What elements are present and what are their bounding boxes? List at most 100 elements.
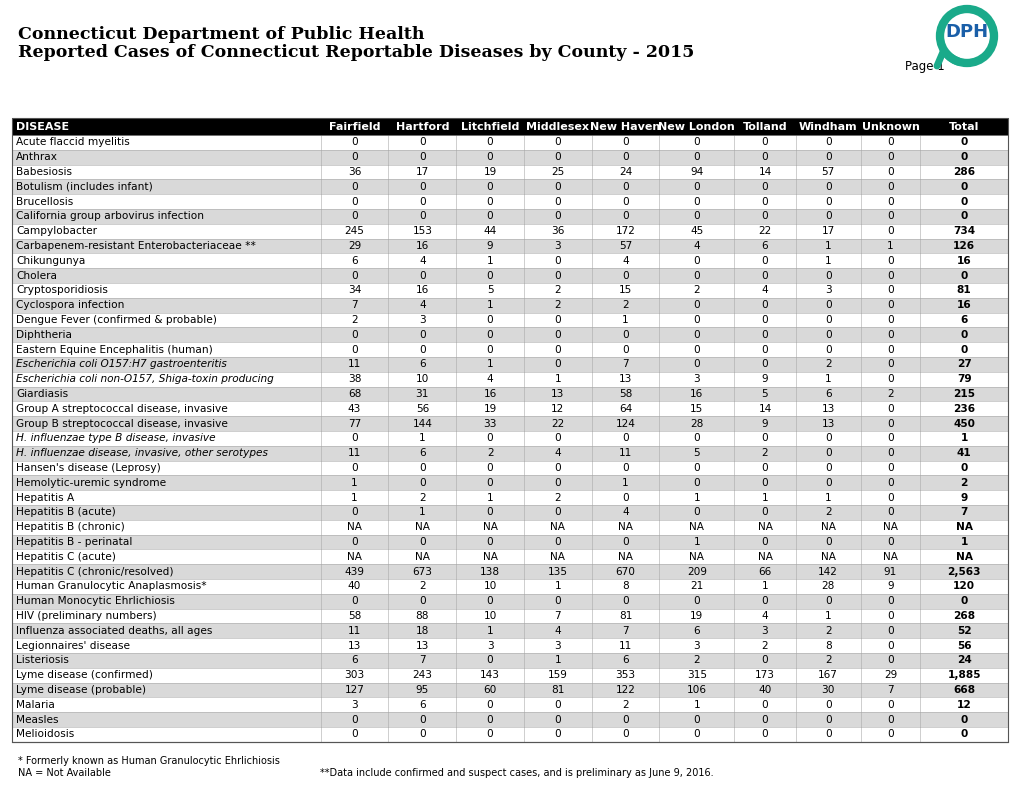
- Text: 0: 0: [761, 715, 767, 725]
- Text: 6: 6: [622, 656, 629, 665]
- Text: 0: 0: [824, 137, 830, 147]
- Text: 0: 0: [960, 182, 967, 191]
- Text: NA: NA: [757, 522, 771, 532]
- Text: 0: 0: [622, 433, 629, 444]
- Text: Litchfield: Litchfield: [461, 121, 519, 132]
- Text: 0: 0: [419, 330, 425, 340]
- Text: 0: 0: [351, 137, 358, 147]
- Bar: [12, 268, 1007, 283]
- Text: 0: 0: [554, 597, 560, 606]
- Text: 0: 0: [761, 463, 767, 473]
- Text: 1: 1: [960, 433, 967, 444]
- Text: 0: 0: [960, 463, 967, 473]
- Text: 142: 142: [817, 567, 838, 577]
- Text: 245: 245: [344, 226, 364, 236]
- Text: NA: NA: [882, 522, 897, 532]
- Text: Carbapenem-resistant Enterobacteriaceae **: Carbapenem-resistant Enterobacteriaceae …: [16, 241, 256, 251]
- Text: 7: 7: [554, 611, 560, 621]
- Text: 167: 167: [817, 671, 838, 680]
- Text: 0: 0: [761, 700, 767, 710]
- Bar: [12, 608, 1007, 623]
- Text: 0: 0: [887, 433, 893, 444]
- Text: 1: 1: [351, 478, 358, 488]
- Text: NA: NA: [820, 552, 835, 562]
- Text: 6: 6: [960, 315, 967, 325]
- Text: 88: 88: [415, 611, 429, 621]
- Text: 3: 3: [419, 315, 425, 325]
- Text: 0: 0: [419, 152, 425, 162]
- Text: 29: 29: [883, 671, 897, 680]
- Text: 353: 353: [614, 671, 635, 680]
- Text: 6: 6: [351, 656, 358, 665]
- Text: 2: 2: [419, 492, 425, 503]
- Text: 19: 19: [690, 611, 703, 621]
- Text: 1: 1: [419, 507, 425, 518]
- Text: 0: 0: [693, 211, 699, 221]
- Text: 0: 0: [486, 700, 493, 710]
- Text: 66: 66: [757, 567, 770, 577]
- Bar: [12, 387, 1007, 401]
- Text: 0: 0: [622, 211, 629, 221]
- Text: 7: 7: [351, 300, 358, 310]
- Text: 0: 0: [693, 597, 699, 606]
- Text: 95: 95: [416, 685, 429, 695]
- Text: 0: 0: [622, 730, 629, 739]
- Text: 0: 0: [693, 152, 699, 162]
- Text: 0: 0: [419, 463, 425, 473]
- Text: 58: 58: [347, 611, 361, 621]
- Text: 126: 126: [952, 241, 974, 251]
- Text: 0: 0: [554, 700, 560, 710]
- Text: NA: NA: [550, 552, 565, 562]
- Text: 0: 0: [554, 270, 560, 281]
- Bar: [12, 520, 1007, 534]
- Bar: [12, 667, 1007, 682]
- Bar: [12, 401, 1007, 416]
- Text: 45: 45: [690, 226, 703, 236]
- Text: 0: 0: [622, 182, 629, 191]
- Text: 0: 0: [887, 478, 893, 488]
- Text: 0: 0: [693, 730, 699, 739]
- Text: 4: 4: [486, 374, 493, 385]
- Text: 1: 1: [351, 492, 358, 503]
- Text: 13: 13: [550, 389, 564, 399]
- Text: 0: 0: [419, 211, 425, 221]
- Text: 3: 3: [486, 641, 493, 651]
- Text: 0: 0: [824, 537, 830, 547]
- Text: 0: 0: [351, 463, 358, 473]
- Text: 6: 6: [419, 359, 425, 370]
- Text: 3: 3: [554, 641, 560, 651]
- Text: 2: 2: [693, 656, 699, 665]
- Text: Fairfield: Fairfield: [328, 121, 380, 132]
- Text: 144: 144: [412, 418, 432, 429]
- Text: 28: 28: [690, 418, 703, 429]
- Text: 2,563: 2,563: [947, 567, 980, 577]
- Text: 33: 33: [483, 418, 496, 429]
- Text: 0: 0: [960, 196, 967, 206]
- Bar: [12, 431, 1007, 446]
- Text: 21: 21: [690, 582, 703, 592]
- Text: 0: 0: [960, 137, 967, 147]
- Text: 0: 0: [824, 715, 830, 725]
- Text: NA: NA: [689, 522, 703, 532]
- Text: 0: 0: [419, 730, 425, 739]
- Text: 0: 0: [824, 300, 830, 310]
- Bar: [12, 135, 1007, 150]
- Text: 303: 303: [344, 671, 365, 680]
- Text: 2: 2: [486, 448, 493, 458]
- Text: 0: 0: [824, 478, 830, 488]
- Text: New Haven: New Haven: [590, 121, 660, 132]
- Text: 0: 0: [887, 611, 893, 621]
- Text: 0: 0: [887, 537, 893, 547]
- Text: 1: 1: [622, 315, 629, 325]
- Text: Cholera: Cholera: [16, 270, 57, 281]
- Text: 0: 0: [887, 256, 893, 266]
- Text: 5: 5: [693, 448, 699, 458]
- Text: 0: 0: [419, 715, 425, 725]
- Text: Listeriosis: Listeriosis: [16, 656, 69, 665]
- Text: Hartford: Hartford: [395, 121, 448, 132]
- Text: 1: 1: [554, 582, 560, 592]
- Text: 734: 734: [952, 226, 974, 236]
- Bar: [12, 490, 1007, 505]
- Bar: [12, 446, 1007, 461]
- Text: 0: 0: [761, 270, 767, 281]
